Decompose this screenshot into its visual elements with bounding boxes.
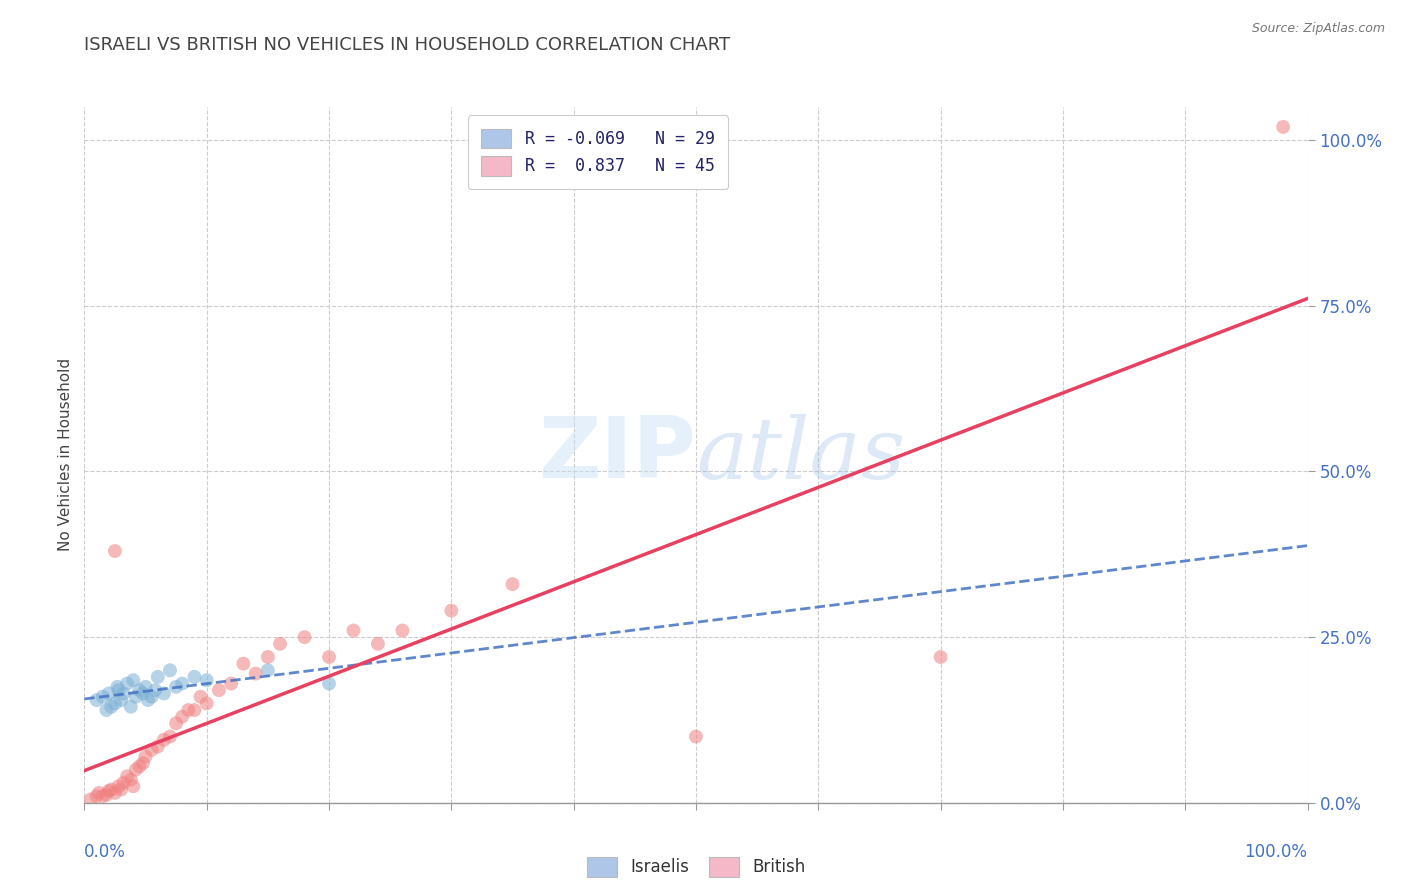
Point bbox=[159, 663, 181, 677]
Point bbox=[122, 673, 145, 688]
Point bbox=[257, 663, 280, 677]
Text: 0.0%: 0.0% bbox=[84, 843, 127, 861]
Text: 100.0%: 100.0% bbox=[1244, 843, 1308, 861]
Point bbox=[104, 544, 127, 558]
Point bbox=[132, 756, 155, 770]
Point bbox=[172, 676, 194, 690]
Text: ZIP: ZIP bbox=[538, 413, 696, 497]
Point bbox=[141, 690, 163, 704]
Point bbox=[112, 686, 135, 700]
Text: Source: ZipAtlas.com: Source: ZipAtlas.com bbox=[1251, 22, 1385, 36]
Point bbox=[132, 686, 155, 700]
Point bbox=[120, 699, 142, 714]
Point bbox=[183, 670, 205, 684]
Point bbox=[125, 690, 148, 704]
Point bbox=[269, 637, 291, 651]
Point bbox=[110, 782, 132, 797]
Point bbox=[318, 676, 340, 690]
Point bbox=[122, 779, 145, 793]
Point bbox=[128, 759, 150, 773]
Point bbox=[87, 786, 110, 800]
Point bbox=[153, 686, 176, 700]
Point bbox=[183, 703, 205, 717]
Point bbox=[367, 637, 389, 651]
Point bbox=[135, 749, 157, 764]
Point bbox=[177, 703, 200, 717]
Point bbox=[208, 683, 231, 698]
Point bbox=[153, 732, 176, 747]
Point bbox=[104, 697, 127, 711]
Point bbox=[79, 792, 101, 806]
Point bbox=[104, 786, 127, 800]
Text: atlas: atlas bbox=[696, 414, 905, 496]
Point bbox=[96, 703, 118, 717]
Point bbox=[245, 666, 267, 681]
Point bbox=[107, 779, 129, 793]
Point bbox=[232, 657, 254, 671]
Point bbox=[141, 743, 163, 757]
Point bbox=[110, 693, 132, 707]
Point bbox=[257, 650, 280, 665]
Point bbox=[115, 769, 138, 783]
Point bbox=[107, 683, 129, 698]
Point bbox=[172, 709, 194, 723]
Point bbox=[190, 690, 212, 704]
Point bbox=[105, 680, 128, 694]
Point bbox=[120, 772, 142, 787]
Point bbox=[146, 670, 169, 684]
Point bbox=[159, 730, 181, 744]
Point bbox=[91, 690, 114, 704]
Point bbox=[195, 697, 218, 711]
Point bbox=[391, 624, 413, 638]
Point bbox=[97, 686, 120, 700]
Point bbox=[135, 680, 157, 694]
Point bbox=[318, 650, 340, 665]
Point bbox=[165, 680, 187, 694]
Point bbox=[100, 782, 122, 797]
Point bbox=[440, 604, 463, 618]
Point bbox=[86, 789, 108, 804]
Point bbox=[115, 676, 138, 690]
Point bbox=[112, 776, 135, 790]
Point bbox=[685, 730, 707, 744]
Point bbox=[342, 624, 364, 638]
Point bbox=[501, 577, 523, 591]
Point bbox=[86, 693, 108, 707]
Point bbox=[165, 716, 187, 731]
Y-axis label: No Vehicles in Household: No Vehicles in Household bbox=[58, 359, 73, 551]
Point bbox=[91, 789, 114, 804]
Text: ISRAELI VS BRITISH NO VEHICLES IN HOUSEHOLD CORRELATION CHART: ISRAELI VS BRITISH NO VEHICLES IN HOUSEH… bbox=[84, 36, 731, 54]
Point bbox=[146, 739, 169, 754]
Point bbox=[96, 788, 118, 802]
Point bbox=[1272, 120, 1295, 134]
Point bbox=[97, 784, 120, 798]
Point bbox=[136, 693, 159, 707]
Point bbox=[100, 699, 122, 714]
Legend: Israelis, British: Israelis, British bbox=[578, 849, 814, 885]
Point bbox=[219, 676, 242, 690]
Point bbox=[195, 673, 218, 688]
Point bbox=[143, 683, 166, 698]
Point bbox=[125, 763, 148, 777]
Point bbox=[128, 683, 150, 698]
Point bbox=[929, 650, 952, 665]
Point bbox=[294, 630, 316, 644]
